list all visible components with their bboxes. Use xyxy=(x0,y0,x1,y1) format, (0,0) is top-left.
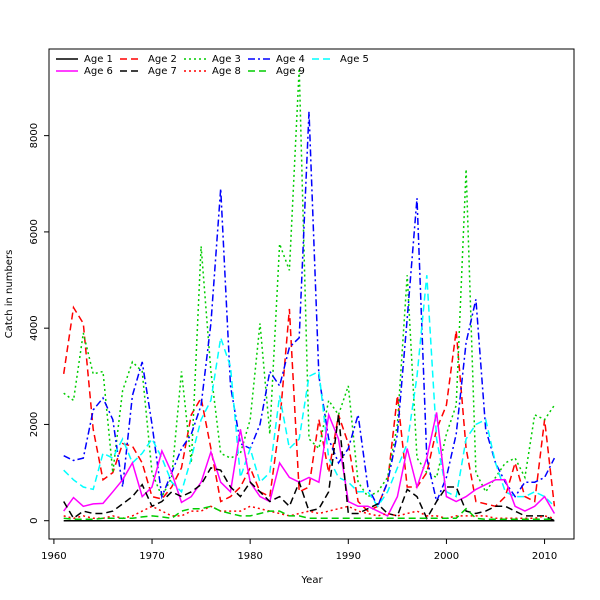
y-tick-label: 6000 xyxy=(29,219,40,244)
x-axis-title: Year xyxy=(300,575,323,586)
legend-label: Age 3 xyxy=(212,54,241,65)
x-tick-label: 1970 xyxy=(139,551,164,562)
legend-item-age-3: Age 3 xyxy=(184,54,241,65)
y-tick-label: 0 xyxy=(29,518,40,524)
y-axis-title: Catch in numbers xyxy=(4,250,15,339)
x-tick-label: 2000 xyxy=(434,551,459,562)
legend-item-age-4: Age 4 xyxy=(248,54,305,65)
legend: Age 1 Age 2 Age 3 Age 4 Age 5 Age 6 Age 7 Age 8… xyxy=(56,54,369,77)
legend-label: Age 8 xyxy=(212,66,241,77)
series-line-age-3 xyxy=(63,68,556,499)
legend-label: Age 4 xyxy=(276,54,305,65)
x-axis: 1960 1970 1980 1990 2000 2010 xyxy=(41,539,557,562)
y-tick-label: 8000 xyxy=(29,123,40,148)
legend-label: Age 7 xyxy=(148,66,177,77)
legend-item-age-8: Age 8 xyxy=(184,66,241,77)
legend-item-age-2: Age 2 xyxy=(120,54,177,65)
y-tick-label: 2000 xyxy=(29,412,40,437)
legend-item-age-5: Age 5 xyxy=(312,54,369,65)
plot-frame xyxy=(48,48,575,540)
legend-item-age-9: Age 9 xyxy=(248,66,305,77)
x-tick-label: 2010 xyxy=(532,551,557,562)
series-layer xyxy=(62,68,556,522)
legend-item-age-6: Age 6 xyxy=(56,66,113,77)
series-line-age-6 xyxy=(63,411,556,517)
legend-label: Age 1 xyxy=(84,54,113,65)
x-tick-label: 1990 xyxy=(336,551,361,562)
series-line-age-4 xyxy=(63,111,556,509)
legend-item-age-1: Age 1 xyxy=(56,54,113,65)
series-line-age-9 xyxy=(63,505,555,521)
legend-label: Age 5 xyxy=(340,54,369,65)
x-tick-label: 1980 xyxy=(237,551,262,562)
legend-label: Age 9 xyxy=(276,66,305,77)
x-tick-label: 1960 xyxy=(41,551,66,562)
legend-item-age-7: Age 7 xyxy=(120,66,177,77)
legend-label: Age 6 xyxy=(84,66,113,77)
series-line-age-5 xyxy=(63,275,555,508)
y-tick-label: 4000 xyxy=(29,315,40,340)
legend-label: Age 2 xyxy=(148,54,177,65)
y-axis: 0 2000 4000 6000 8000 xyxy=(29,123,49,524)
